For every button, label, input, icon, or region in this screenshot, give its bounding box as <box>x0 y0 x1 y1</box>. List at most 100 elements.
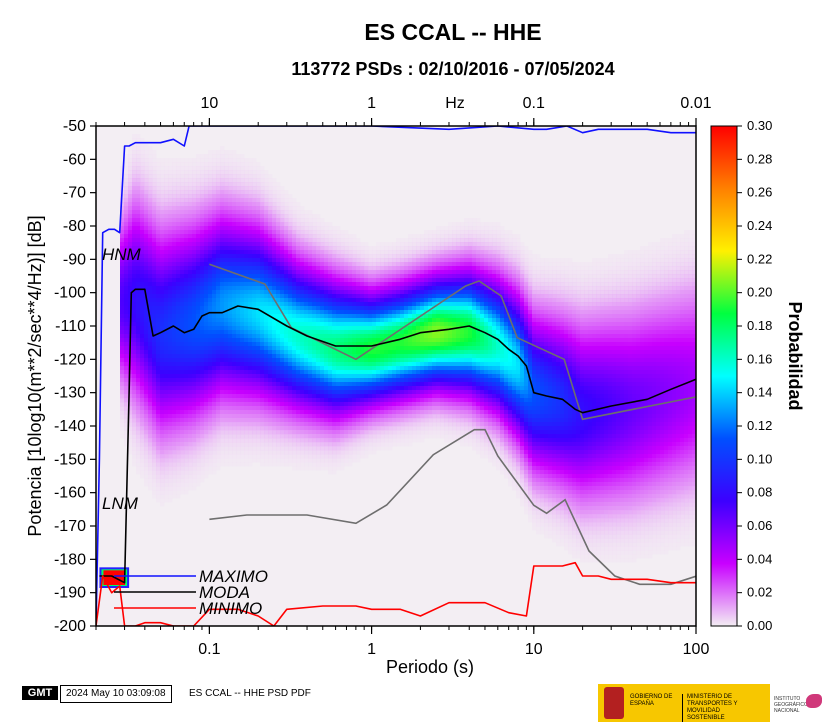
heat-cell <box>364 414 369 419</box>
heat-cell <box>240 390 245 395</box>
heat-cell <box>232 422 237 427</box>
heat-cell <box>188 398 193 403</box>
heat-cell <box>272 354 277 359</box>
heat-cell <box>248 194 253 199</box>
heat-cell <box>304 318 309 323</box>
heat-cell <box>172 478 177 483</box>
heat-cell <box>120 330 125 335</box>
heat-cell <box>164 470 169 475</box>
heat-cell <box>140 386 145 391</box>
heat-cell <box>312 254 317 259</box>
heat-cell <box>248 366 253 371</box>
heat-cell <box>148 206 153 211</box>
heat-cell <box>192 310 197 315</box>
heat-cell <box>300 354 305 359</box>
heat-cell <box>324 458 329 463</box>
heat-cell <box>220 330 225 335</box>
heat-cell <box>240 290 245 295</box>
heat-cell <box>192 474 197 479</box>
heat-cell <box>232 402 237 407</box>
heat-cell <box>252 434 257 439</box>
heat-cell <box>140 474 145 479</box>
heat-cell <box>176 166 181 171</box>
heat-cell <box>344 274 349 279</box>
heat-cell <box>300 294 305 299</box>
heat-cell <box>168 206 173 211</box>
heat-cell <box>144 154 149 159</box>
heat-cell <box>184 410 189 415</box>
heat-cell <box>164 222 169 227</box>
heat-cell <box>204 434 209 439</box>
heat-cell <box>132 230 137 235</box>
heat-cell <box>252 218 257 223</box>
heat-cell <box>284 238 289 243</box>
heat-cell <box>188 182 193 187</box>
heat-cell <box>224 306 229 311</box>
heat-cell <box>216 306 221 311</box>
heat-cell <box>256 398 261 403</box>
heat-cell <box>128 430 133 435</box>
heat-cell <box>320 342 325 347</box>
heat-cell <box>120 402 125 407</box>
heat-cell <box>204 210 209 215</box>
heat-cell <box>376 438 381 443</box>
heat-cell <box>332 294 337 299</box>
heat-cell <box>188 482 193 487</box>
heat-cell <box>372 290 377 295</box>
heat-cell <box>336 450 341 455</box>
heat-cell <box>164 298 169 303</box>
heat-cell <box>120 234 125 239</box>
heat-cell <box>292 414 297 419</box>
heat-cell <box>348 298 353 303</box>
heat-cell <box>392 282 397 287</box>
heat-cell <box>360 270 365 275</box>
heat-cell <box>212 234 217 239</box>
heat-cell <box>132 398 137 403</box>
heat-cell <box>132 238 137 243</box>
heat-cell <box>396 370 401 375</box>
heat-cell <box>196 294 201 299</box>
heat-cell <box>148 238 153 243</box>
heat-cell <box>232 382 237 387</box>
heat-cell <box>268 450 273 455</box>
heat-cell <box>388 314 393 319</box>
heat-cell <box>392 438 397 443</box>
heat-cell <box>372 358 377 363</box>
heat-cell <box>188 198 193 203</box>
heat-cell <box>176 374 181 379</box>
heat-cell <box>160 250 165 255</box>
heat-cell <box>200 158 205 163</box>
heat-cell <box>384 306 389 311</box>
heat-cell <box>308 238 313 243</box>
heat-cell <box>284 194 289 199</box>
heat-cell <box>200 274 205 279</box>
heat-cell <box>320 450 325 455</box>
heat-cell <box>140 366 145 371</box>
heat-cell <box>216 238 221 243</box>
heat-cell <box>312 422 317 427</box>
heat-cell <box>344 418 349 423</box>
heat-cell <box>152 178 157 183</box>
heat-cell <box>248 442 253 447</box>
heat-cell <box>296 394 301 399</box>
heat-cell <box>284 414 289 419</box>
heat-cell <box>224 150 229 155</box>
heat-cell <box>216 338 221 343</box>
density-heatmap <box>99 134 696 588</box>
heat-cell <box>140 314 145 319</box>
heat-cell <box>160 374 165 379</box>
heat-cell <box>372 378 377 383</box>
heat-cell <box>308 462 313 467</box>
heat-cell <box>128 238 133 243</box>
heat-cell <box>380 330 385 335</box>
heat-cell <box>228 314 233 319</box>
heat-cell <box>296 242 301 247</box>
heat-cell <box>276 282 281 287</box>
heat-cell <box>316 354 321 359</box>
heat-cell <box>236 210 241 215</box>
heat-cell <box>312 302 317 307</box>
heat-cell <box>148 174 153 179</box>
heat-cell <box>248 270 253 275</box>
heat-cell <box>196 214 201 219</box>
heat-cell <box>396 394 401 399</box>
